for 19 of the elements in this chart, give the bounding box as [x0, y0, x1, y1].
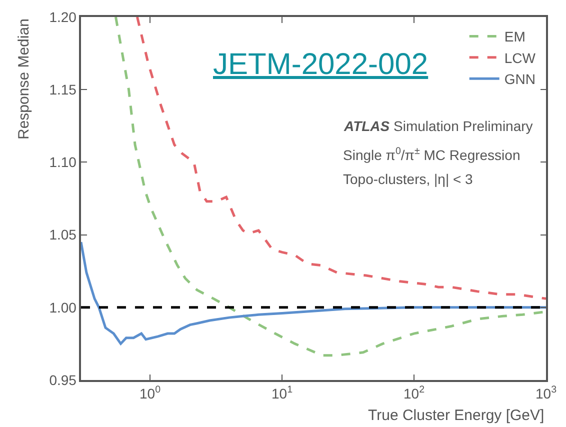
annotation: ATLAS Simulation Preliminary: [343, 118, 533, 134]
legend-label: GNN: [504, 71, 536, 88]
annotation: Topo-clusters, |η| < 3: [343, 171, 474, 187]
legend-label: LCW: [504, 50, 536, 66]
legend-label: EM: [504, 28, 526, 45]
y-tick-label: 1.10: [49, 154, 77, 170]
y-tick-label: 1.05: [49, 226, 77, 243]
y-tick-label: 1.20: [49, 8, 77, 25]
annotation: Single π$^{0}$/π$^{±}$ MC Regression: [343, 146, 520, 163]
y-tick-label: 0.95: [49, 372, 77, 388]
x-axis-title: True Cluster Energy [GeV]: [368, 407, 544, 424]
x-tick-label: 10$^{0}$: [140, 384, 162, 402]
x-tick-label: 10$^{3}$: [535, 384, 558, 402]
x-tick-label: 10$^{1}$: [271, 384, 293, 402]
y-tick-label: 1.00: [49, 299, 77, 316]
y-axis-title: Response Median: [16, 18, 32, 140]
x-tick-label: 10$^{2}$: [403, 384, 425, 402]
annotation: JETM-2022-002: [213, 48, 428, 81]
y-tick-label: 1.15: [49, 82, 77, 98]
